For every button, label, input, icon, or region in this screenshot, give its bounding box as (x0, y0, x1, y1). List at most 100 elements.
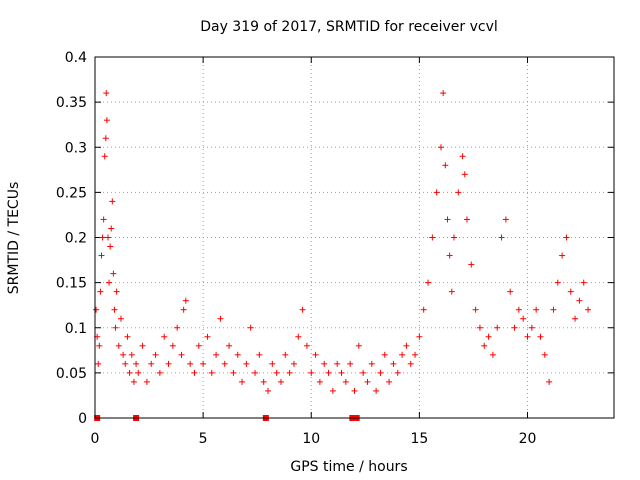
data-point (498, 234, 505, 241)
data-point (273, 369, 280, 376)
data-point (399, 351, 406, 358)
plot-frame (94, 56, 615, 419)
data-point (120, 351, 127, 358)
data-point (113, 288, 120, 295)
data-point (106, 279, 113, 286)
data-point (329, 387, 336, 394)
data-point (101, 153, 108, 160)
data-point (122, 360, 129, 367)
data-point (559, 252, 566, 259)
data-point (109, 198, 116, 205)
data-point (355, 342, 362, 349)
data-point (174, 324, 181, 331)
data-point (308, 369, 315, 376)
data-point (161, 333, 168, 340)
data-point (455, 189, 462, 196)
data-point (102, 135, 109, 142)
data-point (182, 297, 189, 304)
data-point (230, 369, 237, 376)
x-axis-label: GPS time / hours (290, 459, 407, 475)
data-point (440, 90, 447, 97)
data-point (368, 360, 375, 367)
data-point (143, 378, 150, 385)
data-point (412, 351, 419, 358)
data-point (515, 306, 522, 313)
data-point (325, 369, 332, 376)
data-point (321, 360, 328, 367)
data-point (99, 234, 106, 241)
data-point (156, 369, 163, 376)
y-tick-label: 0.05 (56, 366, 87, 382)
data-point (580, 279, 587, 286)
data-point (260, 378, 267, 385)
x-tick-label: 10 (302, 431, 320, 447)
data-point (152, 351, 159, 358)
x-tick-label: 15 (410, 431, 428, 447)
data-point (217, 315, 224, 322)
data-point (130, 378, 137, 385)
data-point (234, 351, 241, 358)
data-point (468, 261, 475, 268)
data-point (472, 306, 479, 313)
data-point (316, 378, 323, 385)
data-point (135, 369, 142, 376)
y-tick-label: 0.3 (65, 140, 87, 156)
data-point (111, 306, 118, 313)
data-point (433, 189, 440, 196)
data-point (247, 324, 254, 331)
data-point (407, 360, 414, 367)
data-point (139, 342, 146, 349)
data-point (124, 333, 131, 340)
tick-layer (94, 56, 614, 419)
data-point (269, 360, 276, 367)
data-points (93, 90, 592, 394)
data-point (420, 306, 427, 313)
data-point (265, 387, 271, 394)
data-point (461, 171, 468, 178)
data-point (403, 342, 410, 349)
data-point (448, 288, 455, 295)
data-point (450, 234, 457, 241)
data-point (494, 324, 501, 331)
data-point (334, 360, 341, 367)
data-point (169, 342, 176, 349)
data-point (165, 360, 172, 367)
data-point (576, 297, 583, 304)
data-point (98, 252, 105, 259)
data-point (286, 369, 293, 376)
data-point (386, 378, 393, 385)
data-point (381, 351, 388, 358)
data-point (213, 351, 220, 358)
data-point (546, 378, 553, 385)
data-point (226, 342, 233, 349)
data-point (208, 369, 215, 376)
data-point (204, 333, 211, 340)
data-point (524, 333, 531, 340)
data-point (103, 117, 110, 124)
data-point (511, 324, 518, 331)
data-point (338, 369, 345, 376)
y-axis-label: SRMTID / TECUs (6, 182, 22, 295)
data-point (567, 288, 574, 295)
data-point (126, 369, 133, 376)
data-point (572, 315, 579, 322)
data-point (148, 360, 155, 367)
data-point (303, 342, 310, 349)
y-tick-label: 0.1 (65, 321, 87, 337)
data-point (256, 351, 263, 358)
data-point (533, 306, 540, 313)
data-point (364, 378, 371, 385)
data-point (438, 144, 444, 151)
data-point (104, 234, 111, 241)
data-point (481, 342, 488, 349)
data-point (416, 333, 423, 340)
data-point (282, 351, 289, 358)
x-tick-label: 5 (199, 431, 208, 447)
data-point (502, 216, 509, 223)
data-point (277, 378, 284, 385)
data-point (312, 351, 319, 358)
data-point (115, 342, 122, 349)
data-point (373, 387, 380, 394)
data-point (541, 351, 548, 358)
